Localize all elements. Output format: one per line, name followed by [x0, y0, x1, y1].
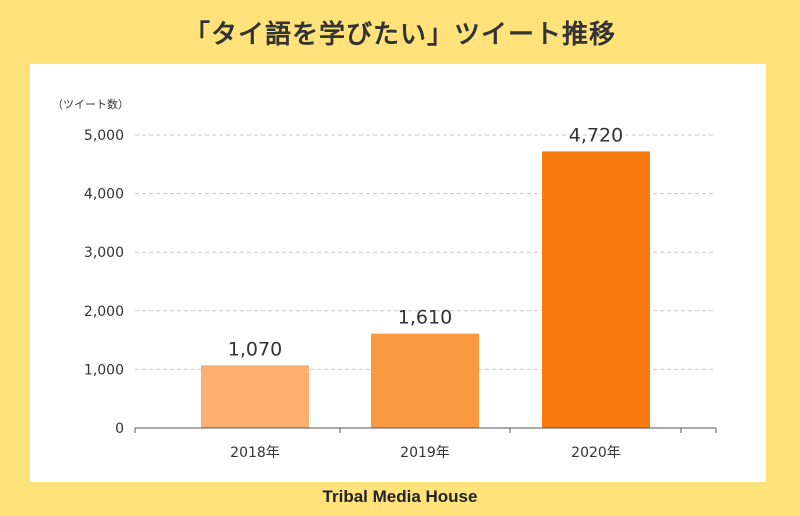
y-tick-label: 3,000	[84, 245, 124, 261]
data-label: 1,610	[398, 307, 452, 329]
bar	[371, 333, 479, 428]
data-label: 1,070	[228, 338, 282, 360]
y-axis-label: （ツイート数）	[52, 98, 129, 111]
y-tick-label: 5,000	[84, 128, 124, 144]
y-tick-label: 0	[115, 421, 124, 437]
x-tick-label: 2018年	[230, 445, 280, 461]
data-label: 4,720	[569, 124, 623, 146]
y-tick-label: 1,000	[84, 362, 124, 378]
x-tick-label: 2019年	[400, 445, 450, 461]
y-tick-label: 2,000	[84, 304, 124, 320]
footer-logo-text: Tribal Media House	[322, 487, 478, 506]
y-tick-label: 4,000	[84, 187, 124, 203]
chart-title: 「タイ語を学びたい」ツイート推移	[183, 20, 616, 50]
bar	[201, 365, 309, 428]
x-tick-label: 2020年	[571, 445, 621, 461]
bar	[542, 151, 650, 428]
